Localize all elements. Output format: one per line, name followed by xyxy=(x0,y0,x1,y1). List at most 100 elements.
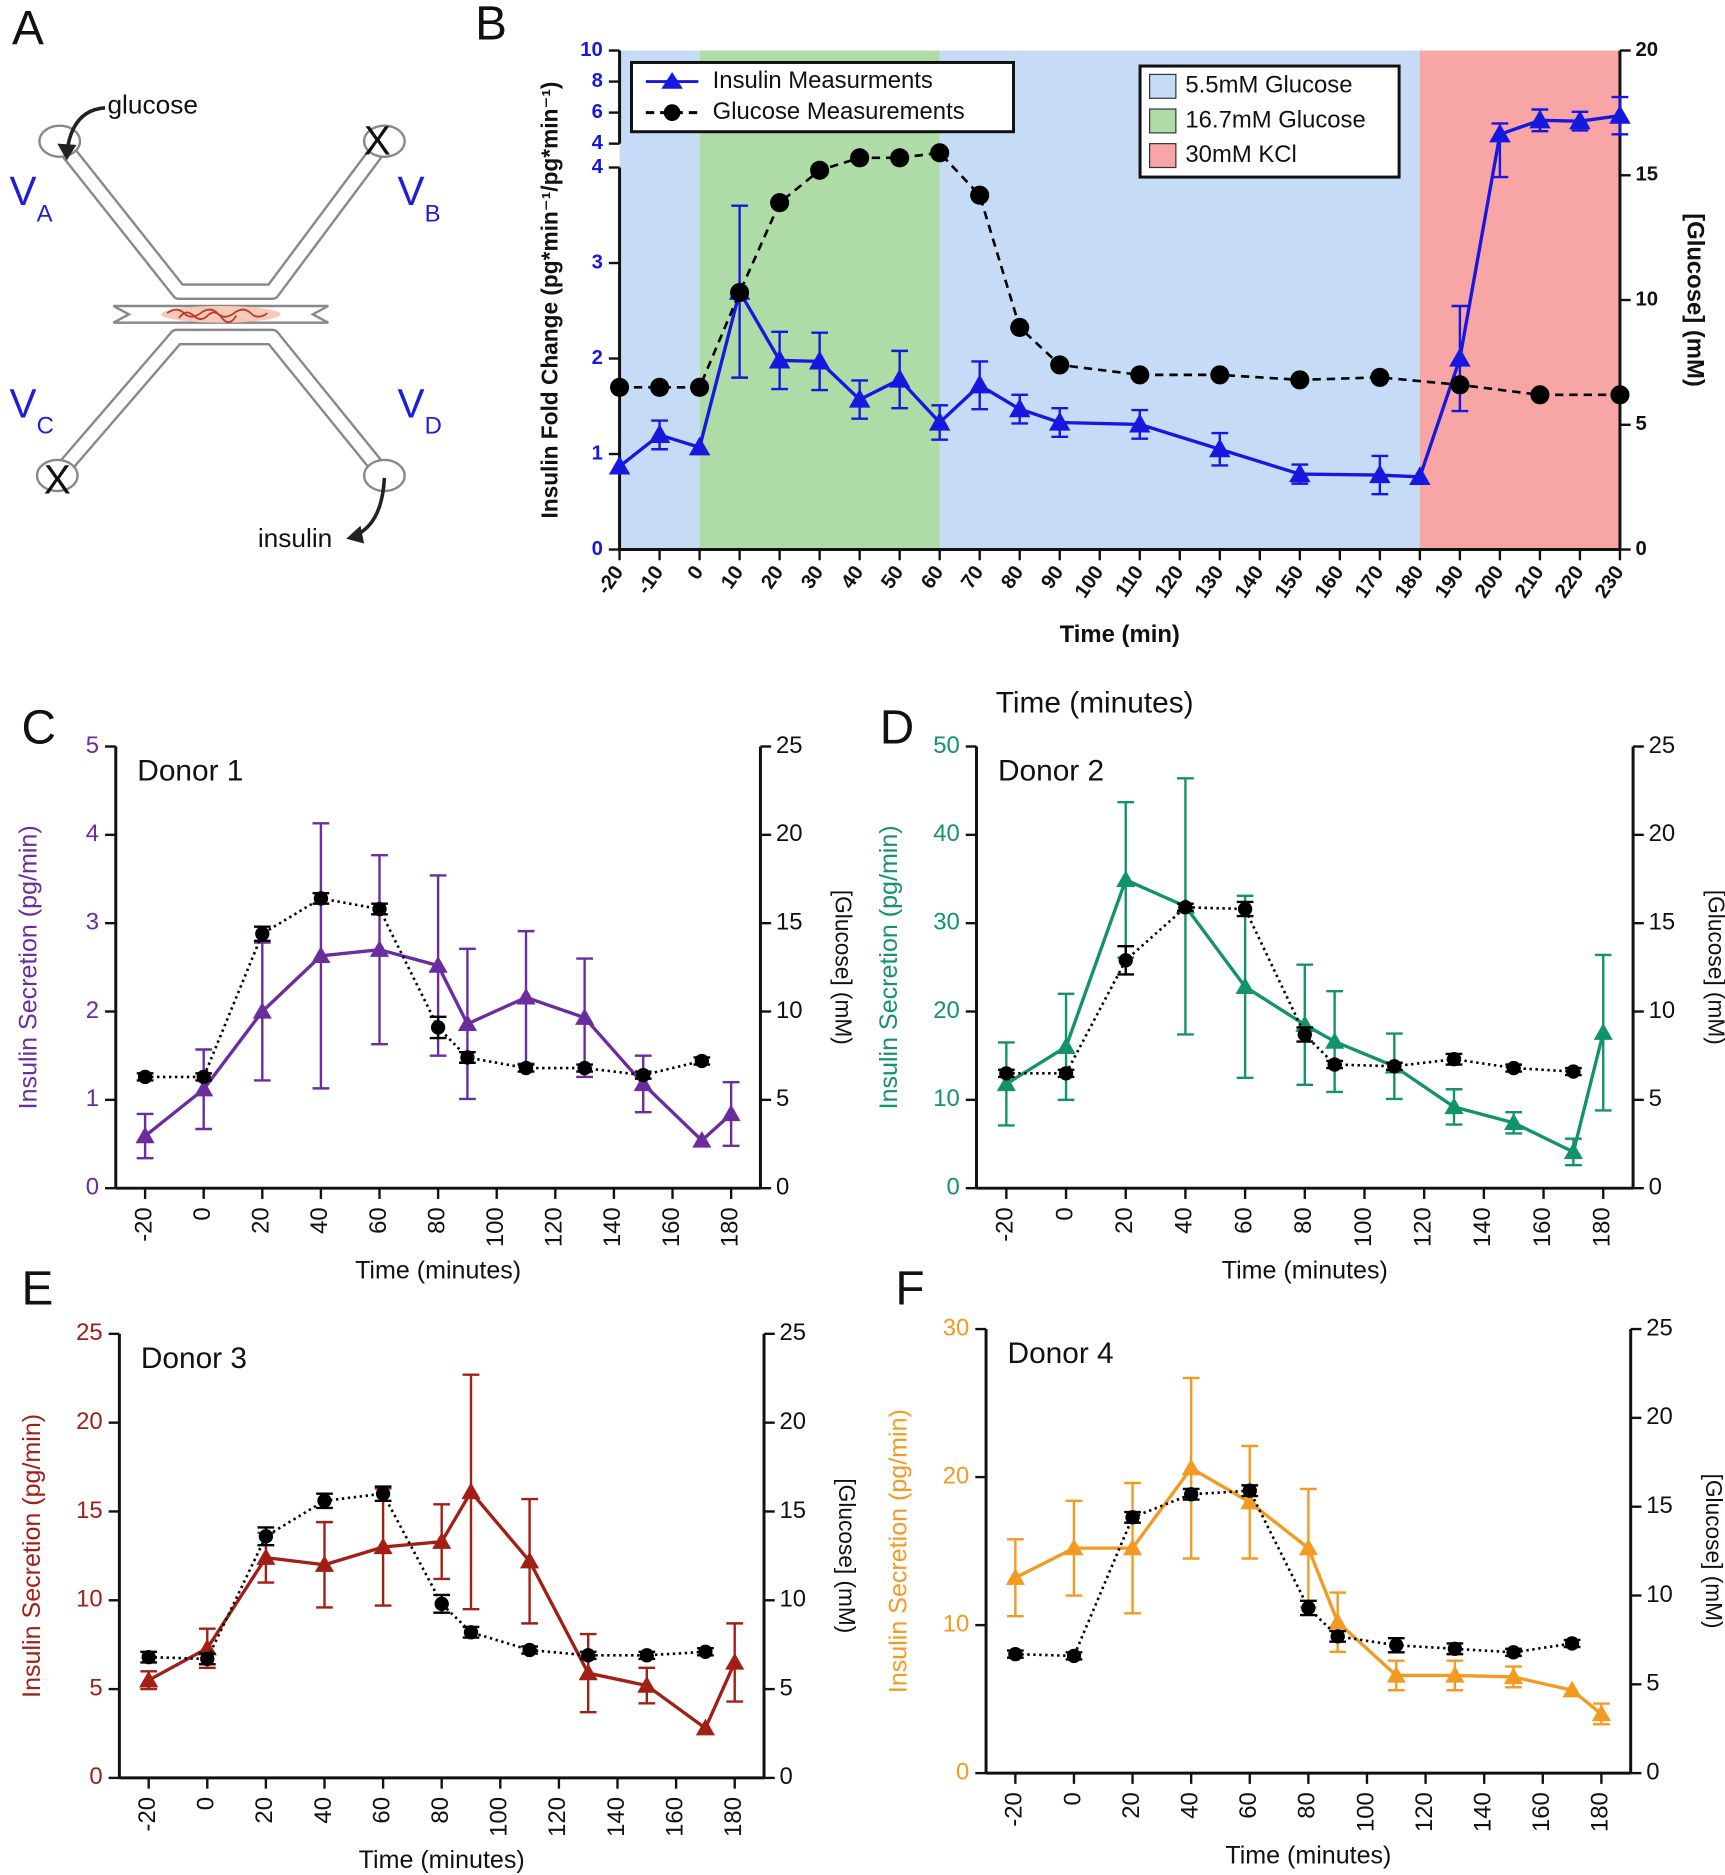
y2-tick-label: 5 xyxy=(1635,413,1646,435)
vessels xyxy=(166,308,268,324)
marker xyxy=(1184,1487,1199,1502)
chart: F 0 10 20 30 0 5 10 15 20 25 -20 0 20 40 60 80 100 120 140 1… xyxy=(885,1263,1725,1870)
y2-tick-label: 15 xyxy=(776,908,803,935)
marker xyxy=(522,1642,537,1658)
series-line xyxy=(144,947,733,1143)
y2-tick-label: 15 xyxy=(1649,908,1676,935)
y2-tick-label: 25 xyxy=(780,1319,807,1346)
x-tick-label: 120 xyxy=(541,1207,568,1247)
marker xyxy=(695,1718,715,1736)
marker xyxy=(1386,1665,1406,1683)
marker xyxy=(258,1529,274,1544)
marker xyxy=(999,1066,1014,1081)
marker xyxy=(432,1532,452,1549)
x-tick-label: 80 xyxy=(1290,1207,1317,1234)
marker xyxy=(848,388,871,408)
y-tick-label: 5 xyxy=(86,732,99,759)
y2-tick-label: 15 xyxy=(780,1497,807,1524)
y-tick-label: 30 xyxy=(933,908,960,935)
legend-swatch xyxy=(1149,143,1177,169)
legend-label: Glucose Measurements xyxy=(713,98,965,125)
marker xyxy=(1178,900,1193,915)
marker xyxy=(1566,1064,1581,1079)
marker xyxy=(375,1486,391,1501)
marker xyxy=(581,1648,596,1663)
closed-mark: X xyxy=(364,117,391,163)
panel-label: E xyxy=(21,1263,53,1316)
marker xyxy=(139,1670,159,1688)
marker xyxy=(578,1663,598,1681)
y-tick-label: 5 xyxy=(89,1674,102,1701)
marker xyxy=(1297,1027,1312,1042)
marker xyxy=(1389,1638,1404,1653)
marker xyxy=(317,1493,332,1508)
x-tick-label: 40 xyxy=(1176,1792,1203,1819)
y-axis-label: Insulin Secretion (pg/min) xyxy=(14,825,42,1109)
marker xyxy=(428,956,448,973)
y2-tick-label: 10 xyxy=(1649,997,1676,1024)
marker xyxy=(255,926,270,941)
marker xyxy=(194,1079,214,1097)
x-tick-label: -20 xyxy=(130,1207,157,1241)
valve-label: VA xyxy=(10,167,53,227)
y-tick-label: 20 xyxy=(76,1408,103,1435)
marker xyxy=(1327,1057,1342,1072)
marker xyxy=(1290,370,1310,390)
y-tick-label: 10 xyxy=(76,1586,103,1613)
marker xyxy=(311,946,331,964)
x-tick-label: 160 xyxy=(658,1207,685,1247)
x-tick-label: 80 xyxy=(427,1797,454,1824)
x-tick-label: 120 xyxy=(1411,1792,1438,1832)
panel-label: F xyxy=(895,1263,924,1316)
y-tick-label: 3 xyxy=(592,251,603,273)
marker xyxy=(1235,977,1255,994)
x-tick-label: 140 xyxy=(603,1797,630,1837)
marker xyxy=(637,1675,657,1693)
y-tick-label: 4 xyxy=(86,820,99,847)
x-tick-label: 140 xyxy=(1469,1792,1496,1832)
marker xyxy=(575,1008,595,1025)
x-tick-label: 180 xyxy=(716,1207,743,1247)
marker xyxy=(1123,1538,1143,1556)
marker xyxy=(1298,1538,1318,1556)
y-tick-label: 30 xyxy=(943,1314,970,1341)
valve-sub: C xyxy=(37,413,54,440)
marker xyxy=(141,1649,156,1665)
y2-axis-label: [Glucose] (mM) xyxy=(1703,890,1725,1045)
y2-tick-label: 0 xyxy=(776,1174,789,1201)
chart-title: Donor 1 xyxy=(137,755,243,788)
y2-tick-label: 15 xyxy=(1635,164,1658,186)
marker xyxy=(850,148,870,168)
marker xyxy=(1449,347,1471,367)
chart-title: Donor 3 xyxy=(141,1342,247,1375)
valve-label: VB xyxy=(398,167,441,227)
valve-main: V xyxy=(398,167,425,213)
y-tick-label: 0 xyxy=(592,538,603,560)
y-tick-label: 0 xyxy=(956,1758,969,1785)
closed-mark: X xyxy=(44,456,71,502)
y2-tick-label: 10 xyxy=(776,997,803,1024)
marker xyxy=(1562,1680,1582,1698)
series-line xyxy=(1005,877,1605,1155)
marker xyxy=(888,368,911,388)
marker xyxy=(698,1644,713,1659)
x-axis-label: Time (minutes) xyxy=(355,1256,521,1284)
x-tick-label: 0 xyxy=(193,1797,220,1810)
y2-tick-label: 25 xyxy=(1649,732,1676,759)
marker xyxy=(196,1069,211,1085)
marker xyxy=(1130,365,1150,385)
marker xyxy=(1489,123,1511,143)
marker xyxy=(1010,317,1030,338)
marker xyxy=(808,350,831,370)
y-axis-label: Insulin Secretion (pg/min) xyxy=(885,1409,913,1693)
x-tick-label: 80 xyxy=(1294,1792,1321,1819)
y-tick-label: 4 xyxy=(592,132,604,154)
y2-tick-label: 20 xyxy=(1635,39,1658,61)
marker xyxy=(137,1069,153,1085)
y-tick-label: 15 xyxy=(76,1497,103,1524)
x-tick-label: 20 xyxy=(248,1207,275,1234)
marker xyxy=(314,1555,335,1572)
legend-label: 5.5mM Glucose xyxy=(1185,72,1352,99)
